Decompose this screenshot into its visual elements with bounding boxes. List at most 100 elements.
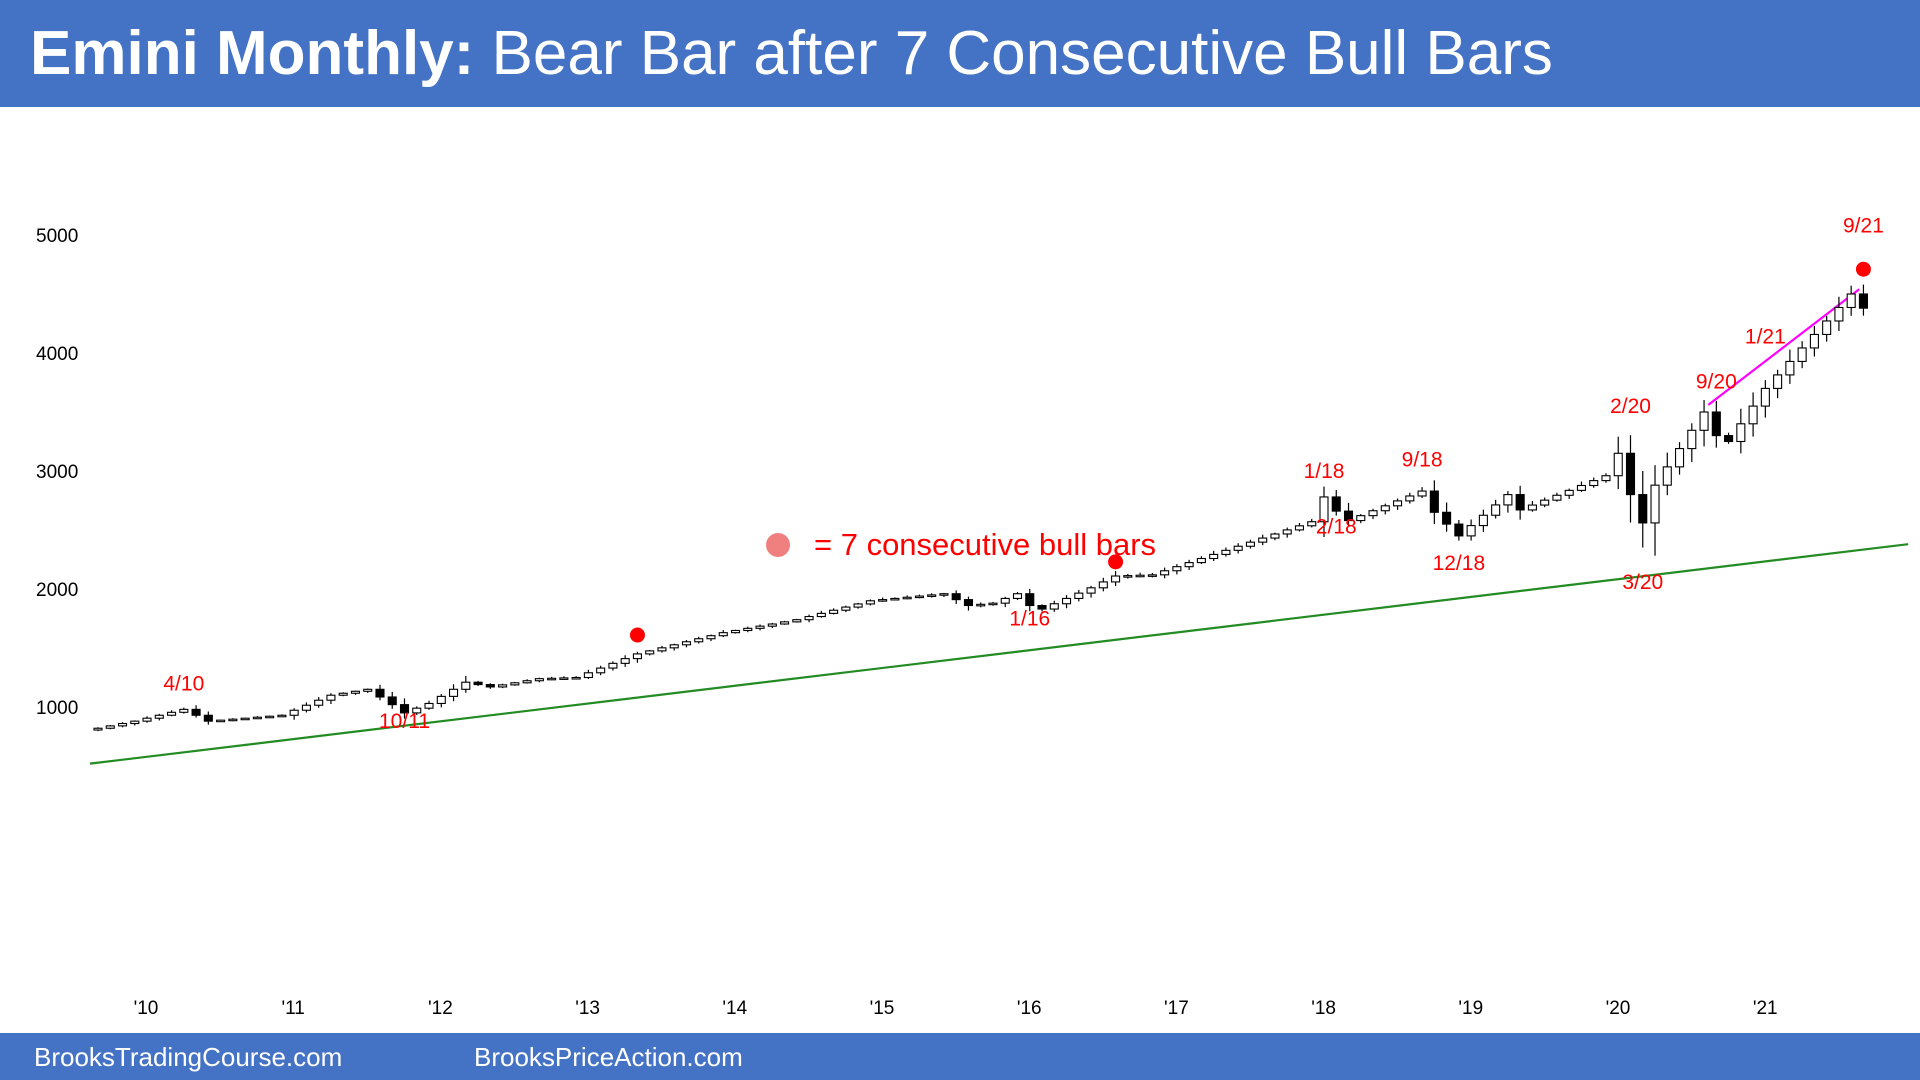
bull-candle — [1748, 405, 1758, 425]
bear-candle — [485, 684, 495, 688]
y-tick-label: 1000 — [36, 698, 78, 719]
bull-candle — [461, 681, 471, 690]
bull-candle — [1417, 490, 1427, 497]
bear-candle — [1724, 435, 1734, 443]
y-axis: 1000 2000 3000 4000 5000 — [36, 226, 78, 719]
bull-candle — [1000, 597, 1010, 604]
bull-candle — [1319, 496, 1329, 523]
bear-candle — [1025, 593, 1035, 607]
bull-candle — [767, 623, 777, 627]
bull-candle — [216, 719, 226, 723]
bull-candle — [1196, 557, 1206, 564]
date-annotation: 12/18 — [1433, 552, 1486, 575]
x-tick-label: '13 — [575, 998, 600, 1019]
bull-candle — [130, 720, 140, 725]
bull-candle — [804, 615, 814, 621]
bull-candle — [547, 677, 557, 681]
bull-candle — [1846, 293, 1856, 309]
chart-title-rest: Bear Bar after 7 Consecutive Bull Bars — [474, 19, 1553, 88]
bull-candle — [1797, 347, 1807, 362]
bull-candle — [534, 678, 544, 682]
bear-candle — [191, 708, 201, 716]
trendlines — [89, 288, 1909, 765]
bull-candle — [645, 650, 655, 655]
bull-candle — [498, 684, 508, 688]
bull-candle — [289, 709, 299, 716]
bull-candle — [1773, 374, 1783, 389]
support-trendline — [89, 543, 1909, 765]
bull-candle — [1478, 514, 1488, 527]
bull-candle — [1221, 549, 1231, 555]
bull-candle — [1184, 562, 1194, 568]
bull-candle — [706, 635, 716, 640]
bull-candle — [1491, 504, 1501, 516]
bull-candle — [792, 619, 802, 623]
bull-candle — [1834, 306, 1844, 322]
bear-candle — [473, 681, 483, 686]
bull-candle — [228, 718, 238, 722]
x-tick-label: '10 — [134, 998, 159, 1019]
x-tick-label: '11 — [282, 998, 305, 1019]
bull-candle — [681, 641, 692, 646]
bull-candle — [1086, 587, 1096, 594]
bear-candle — [203, 714, 213, 722]
bull-candle — [363, 688, 373, 692]
bull-candle — [240, 717, 250, 721]
bull-candle — [1785, 360, 1795, 376]
bull-candle — [1503, 494, 1513, 506]
bull-candle — [1405, 495, 1415, 502]
bull-streak-marker — [629, 627, 645, 643]
bull-candle — [829, 609, 839, 614]
bull-candle — [718, 632, 728, 637]
bull-candle — [571, 676, 581, 680]
bull-candle — [902, 596, 912, 600]
bull-streak-marker — [1108, 554, 1124, 570]
bear-candle — [1711, 411, 1721, 437]
bull-candle — [436, 695, 446, 705]
bull-candle — [167, 711, 177, 716]
x-tick-label: '19 — [1458, 998, 1483, 1019]
x-axis: '10 '11 '12 '13 '14 '15 '16 '17 '18 '19 '20 '21 — [134, 998, 1778, 1019]
bull-candle — [853, 603, 863, 608]
bull-candle — [1172, 566, 1182, 572]
bear-candle — [1343, 510, 1354, 522]
bull-candle — [1736, 423, 1746, 443]
bear-candle — [375, 688, 385, 698]
bull-candle — [1258, 537, 1268, 543]
bear-candle — [1638, 494, 1648, 524]
bull-candle — [179, 708, 189, 713]
footer-site-right: BrooksPriceAction.com — [474, 1042, 743, 1072]
bull-candle — [1809, 333, 1819, 349]
bull-candle — [1650, 484, 1660, 524]
date-annotation: 9/20 — [1696, 370, 1737, 393]
bear-candle — [1429, 490, 1439, 513]
bear-candle — [1442, 511, 1452, 525]
bull-candle — [338, 692, 348, 696]
bull-candle — [632, 653, 642, 660]
bull-candle — [1233, 545, 1243, 551]
bull-candle — [1564, 489, 1574, 496]
bull-candle — [780, 621, 790, 625]
bull-candle — [1393, 500, 1403, 507]
bull-candle — [841, 606, 851, 611]
bull-candle — [1466, 525, 1476, 537]
x-tick-label: '14 — [722, 998, 747, 1019]
bull-candle — [448, 688, 459, 697]
bull-candle — [301, 704, 311, 711]
bull-candle — [865, 600, 875, 605]
x-tick-label: '15 — [870, 998, 895, 1019]
legend: = 7 consecutive bull bars — [766, 527, 1156, 562]
bull-candle — [522, 680, 532, 684]
x-tick-label: '20 — [1606, 998, 1631, 1019]
chart-title: Emini Monthly: Bear Bar after 7 Consecut… — [30, 18, 1553, 89]
bull-candle — [743, 627, 753, 632]
date-annotation: 1/18 — [1304, 460, 1345, 483]
candlestick-chart: 4/10 10/11 1/16 1/18 2/18 9/18 12/18 2/20 3/20 9/… — [36, 215, 1909, 1019]
bull-candle — [755, 625, 765, 629]
chart-title-bold: Emini Monthly: — [30, 19, 475, 88]
bull-candle — [1098, 581, 1108, 589]
bull-candle — [608, 662, 618, 669]
bull-candle — [1049, 603, 1059, 610]
bull-candle — [1687, 429, 1697, 450]
bull-candle — [1368, 510, 1378, 517]
